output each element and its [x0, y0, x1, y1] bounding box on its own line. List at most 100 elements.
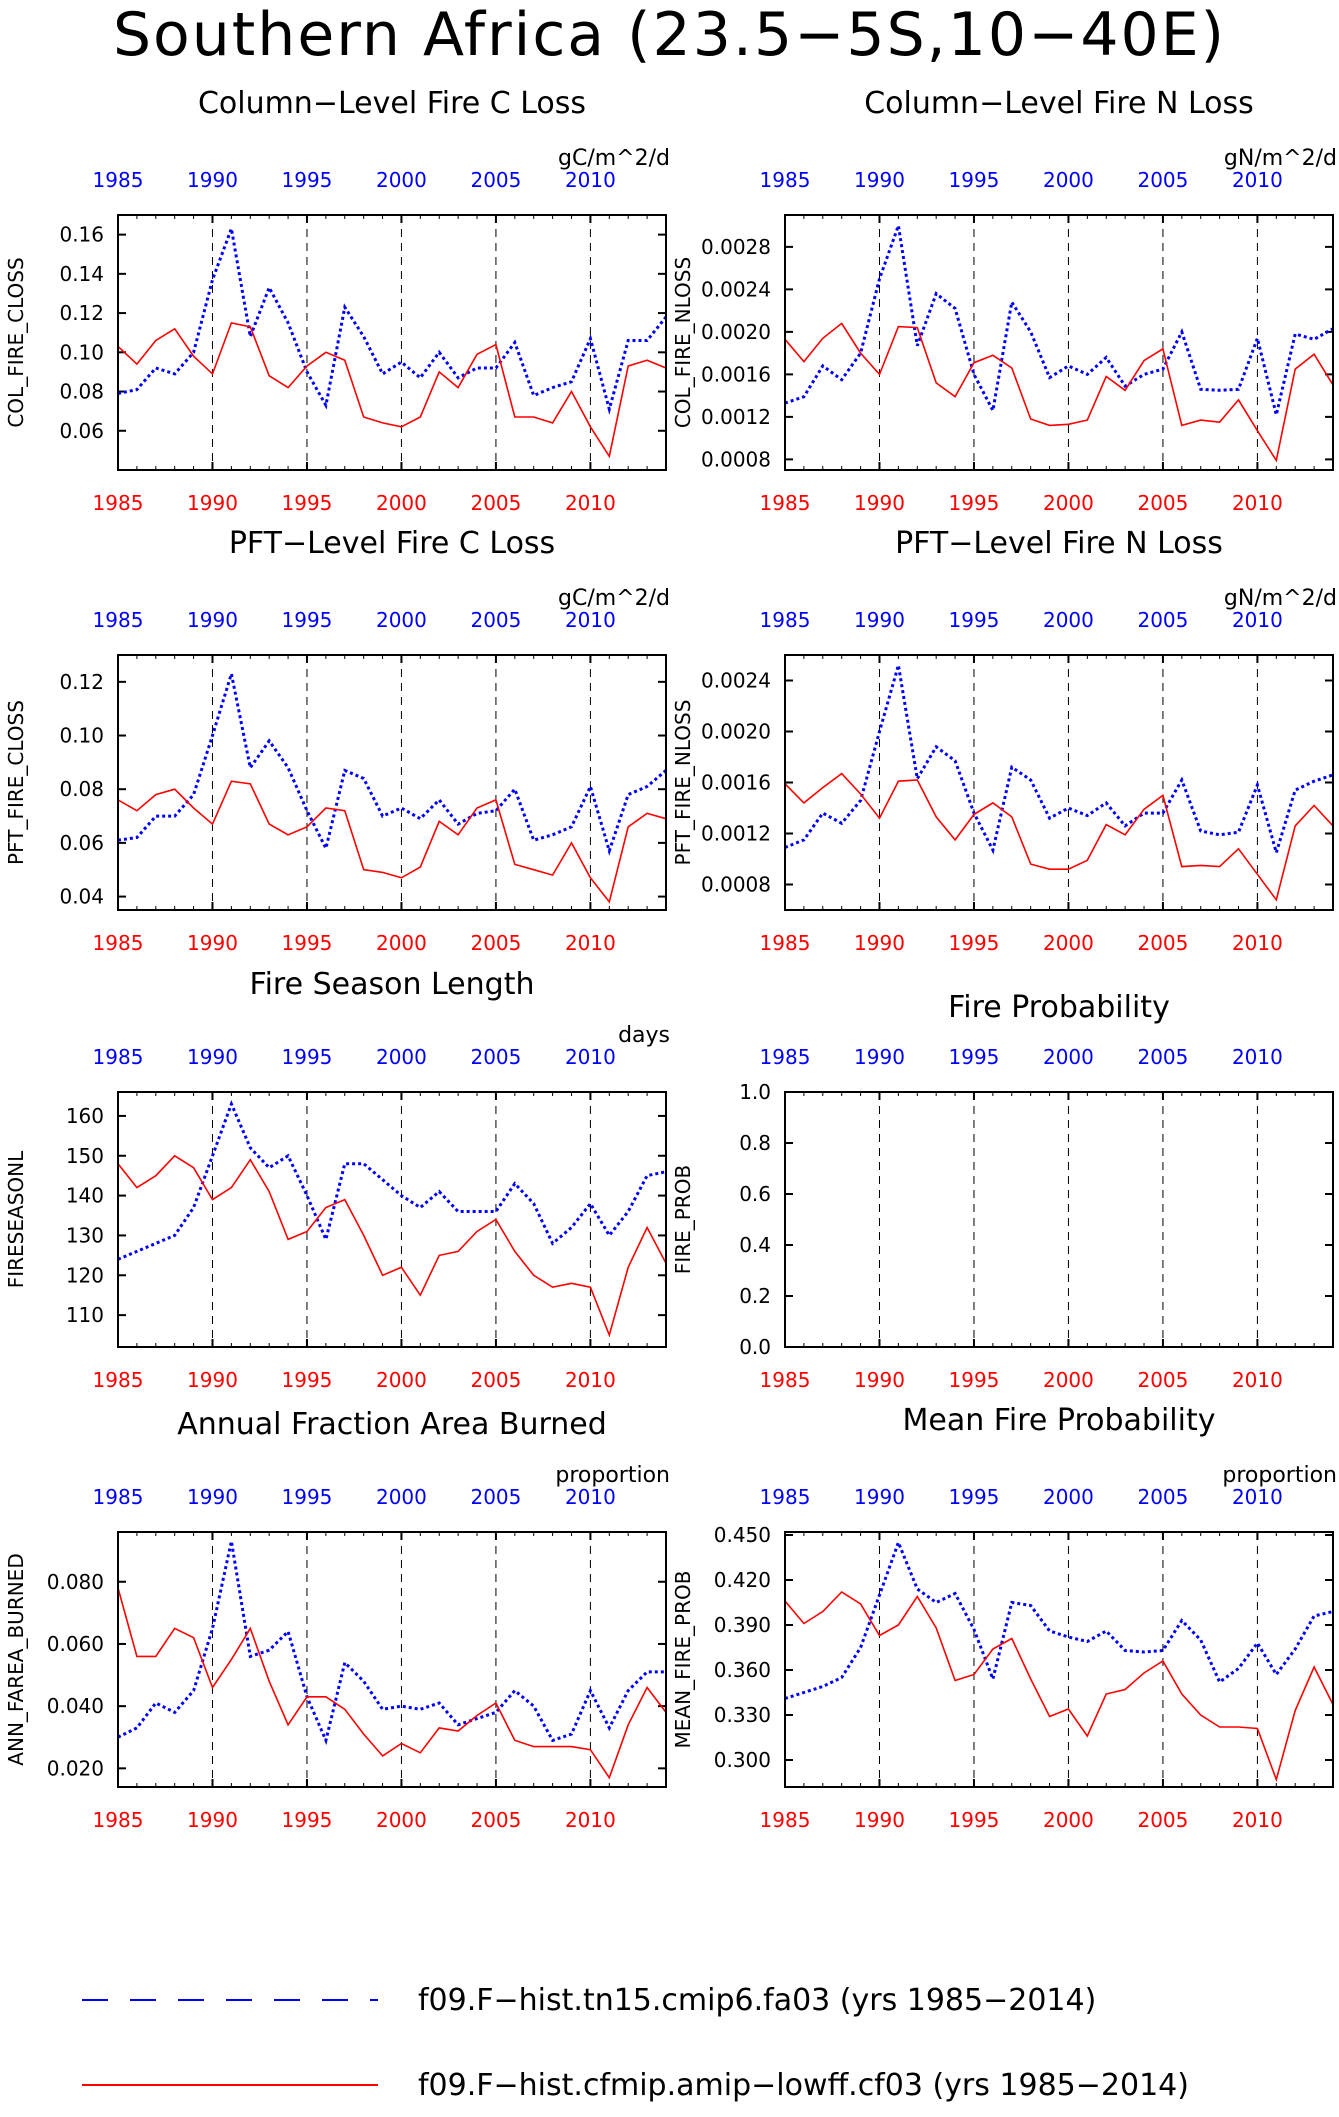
panel-title: Annual Fraction Area Burned — [177, 1407, 607, 1442]
y-tick-label: 0.0012 — [701, 405, 771, 429]
x-tick-top: 2000 — [376, 608, 427, 632]
plot-frame — [117, 1091, 667, 1348]
x-tick-bottom: 1995 — [282, 931, 333, 955]
series-line-solid — [784, 322, 1334, 463]
y-tick-label: 0.020 — [47, 1756, 104, 1780]
units-label: days — [618, 1023, 670, 1048]
x-tick-bottom: 2010 — [565, 1368, 616, 1392]
page-title: Southern Africa (23.5−5S,10−40E) — [112, 0, 1227, 70]
x-tick-bottom: 2005 — [1137, 1808, 1188, 1832]
series-line-dashed — [784, 664, 1334, 858]
y-tick-label: 0.420 — [714, 1568, 771, 1592]
x-tick-top: 2000 — [1043, 1045, 1094, 1069]
x-tick-bottom: 2000 — [1043, 491, 1094, 515]
x-tick-bottom: 2010 — [565, 931, 616, 955]
y-tick-label: 0.8 — [739, 1131, 771, 1155]
x-tick-top: 2010 — [565, 608, 616, 632]
plot-frame — [784, 1091, 1334, 1348]
units-label: gC/m^2/d — [558, 146, 670, 171]
x-tick-bottom: 2010 — [1232, 1368, 1283, 1392]
y-tick-label: 0.08 — [59, 777, 104, 801]
x-tick-top: 2005 — [1137, 1045, 1188, 1069]
y-tick-label: 0.330 — [714, 1703, 771, 1727]
x-tick-top: 1985 — [760, 608, 811, 632]
x-tick-bottom: 1995 — [949, 931, 1000, 955]
panel-title: Fire Probability — [948, 990, 1170, 1025]
x-tick-top: 1985 — [93, 1485, 144, 1509]
x-tick-top: 2000 — [376, 168, 427, 192]
x-tick-bottom: 1990 — [187, 491, 238, 515]
x-tick-bottom: 1985 — [93, 1808, 144, 1832]
x-tick-bottom: 2005 — [470, 1368, 521, 1392]
x-tick-top: 1990 — [854, 608, 905, 632]
series-line-solid — [117, 1154, 667, 1338]
y-tick-label: 0.06 — [59, 419, 104, 443]
x-tick-top: 1995 — [949, 608, 1000, 632]
y-tick-label: 0.450 — [714, 1523, 771, 1547]
y-tick-label: 140 — [66, 1184, 104, 1208]
y-tick-label: 130 — [66, 1223, 104, 1247]
x-tick-bottom: 1995 — [949, 1368, 1000, 1392]
series-line-solid — [117, 321, 667, 459]
series-line-dashed — [117, 222, 668, 415]
y-tick-label: 0.06 — [59, 831, 104, 855]
x-tick-bottom: 1990 — [187, 1808, 238, 1832]
x-tick-top: 1990 — [187, 608, 238, 632]
x-tick-top: 2005 — [470, 1485, 521, 1509]
x-tick-bottom: 1995 — [282, 491, 333, 515]
x-tick-bottom: 1990 — [854, 1808, 905, 1832]
y-axis-label: FIRESEASONL — [4, 1150, 28, 1288]
y-axis-label: COL_FIRE_NLOSS — [671, 257, 695, 428]
y-axis-label: ANN_FAREA_BURNED — [4, 1553, 28, 1765]
x-tick-bottom: 2005 — [1137, 1368, 1188, 1392]
units-label: proportion — [1222, 1463, 1337, 1488]
x-tick-bottom: 2000 — [376, 491, 427, 515]
units-label: proportion — [555, 1463, 670, 1488]
x-tick-top: 2005 — [470, 168, 521, 192]
y-tick-label: 0.0028 — [701, 235, 771, 259]
y-tick-label: 0.0016 — [701, 771, 771, 795]
x-tick-top: 1995 — [949, 1485, 1000, 1509]
y-tick-label: 0.12 — [59, 301, 104, 325]
x-tick-bottom: 2010 — [1232, 931, 1283, 955]
units-label: gC/m^2/d — [558, 586, 670, 611]
y-tick-label: 0.12 — [59, 670, 104, 694]
x-tick-top: 1990 — [854, 1485, 905, 1509]
series-line-dashed — [784, 225, 1334, 416]
y-tick-label: 0.040 — [47, 1694, 104, 1718]
y-tick-label: 0.060 — [47, 1632, 104, 1656]
x-tick-bottom: 2000 — [1043, 931, 1094, 955]
x-tick-bottom: 2000 — [1043, 1808, 1094, 1832]
units-label: gN/m^2/d — [1224, 146, 1337, 171]
x-tick-top: 1985 — [93, 608, 144, 632]
x-tick-top: 1995 — [949, 1045, 1000, 1069]
y-tick-label: 110 — [66, 1303, 104, 1327]
x-tick-bottom: 1985 — [93, 931, 144, 955]
y-tick-label: 0.080 — [47, 1570, 104, 1594]
y-tick-label: 0.2 — [739, 1284, 771, 1308]
x-tick-top: 2000 — [376, 1045, 427, 1069]
x-tick-bottom: 2005 — [470, 491, 521, 515]
plot-frame — [784, 654, 1334, 911]
x-tick-top: 1990 — [187, 168, 238, 192]
x-tick-top: 2005 — [470, 1045, 521, 1069]
x-tick-top: 2000 — [1043, 1485, 1094, 1509]
series-line-dashed — [117, 1099, 667, 1261]
x-tick-top: 2000 — [1043, 168, 1094, 192]
y-tick-label: 0.16 — [59, 223, 104, 247]
y-tick-label: 0.0016 — [701, 362, 771, 386]
x-tick-bottom: 2005 — [470, 931, 521, 955]
y-tick-label: 0.14 — [59, 262, 104, 286]
series-line-dashed — [117, 1540, 666, 1746]
figure: Column−Level Fire C Loss gC/m^2/d COL_FIRE… — [4, 86, 1337, 1832]
y-tick-label: 0.0008 — [701, 447, 771, 471]
x-tick-bottom: 2000 — [376, 1368, 427, 1392]
x-tick-top: 2005 — [470, 608, 521, 632]
x-tick-bottom: 1995 — [282, 1808, 333, 1832]
x-tick-top: 2010 — [565, 1045, 616, 1069]
x-tick-top: 2000 — [1043, 608, 1094, 632]
x-tick-bottom: 2010 — [1232, 491, 1283, 515]
y-axis-label: MEAN_FIRE_PROB — [671, 1571, 695, 1749]
x-tick-bottom: 1990 — [187, 1368, 238, 1392]
x-tick-top: 1990 — [187, 1045, 238, 1069]
